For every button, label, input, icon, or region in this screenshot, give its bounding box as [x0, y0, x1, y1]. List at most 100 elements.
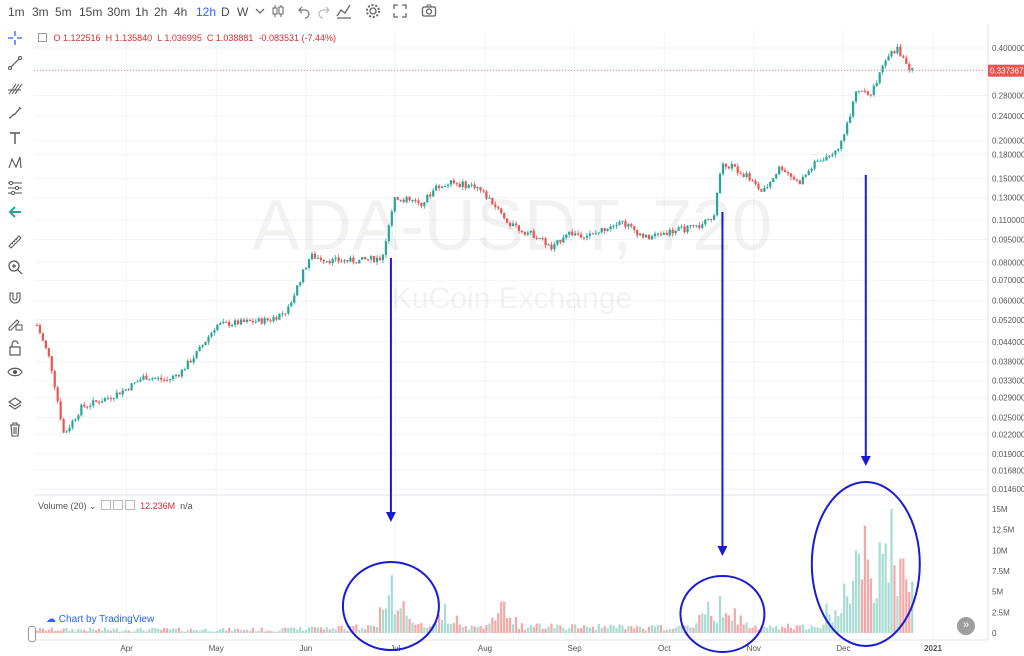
volume-bar	[571, 624, 574, 633]
candle-body	[464, 181, 467, 189]
y-tick-label: 0.070000	[992, 276, 1024, 285]
volume-bar	[420, 622, 423, 633]
lock-icon[interactable]	[7, 340, 23, 356]
volume-bar	[630, 626, 633, 633]
volume-bar	[757, 629, 760, 633]
timeframe-15m[interactable]: 15m	[79, 5, 103, 19]
tradingview-link[interactable]: ☁ Chart by TradingView	[46, 614, 154, 625]
volume-bar	[627, 626, 630, 633]
volume-bar	[157, 628, 160, 633]
volume-bar	[343, 629, 346, 633]
volume-bar	[195, 630, 198, 633]
eye-icon[interactable]	[101, 500, 112, 510]
timeframe-12h[interactable]: 12h	[196, 5, 217, 19]
volume-bar	[210, 631, 213, 633]
pitchfork-icon[interactable]	[7, 80, 23, 96]
y-tick-label: 0.280000	[992, 92, 1024, 101]
watermark-exchange: KuCoin Exchange	[392, 282, 632, 315]
candle-body	[860, 90, 864, 92]
volume-bar	[881, 554, 884, 633]
y-tick-label: 0.180000	[992, 150, 1024, 159]
volume-bar	[816, 627, 819, 633]
candle-body	[902, 56, 905, 59]
pattern-icon[interactable]	[7, 155, 23, 171]
timeframe-d[interactable]: D	[221, 5, 230, 19]
volume-bar	[559, 625, 562, 633]
text-icon[interactable]	[7, 130, 23, 146]
camera-icon[interactable]	[421, 3, 437, 19]
trend-line-icon[interactable]	[7, 55, 23, 71]
brush-icon[interactable]	[7, 105, 23, 121]
zoom-icon[interactable]	[7, 259, 23, 275]
crosshair-icon[interactable]	[7, 30, 23, 46]
volume-bar	[38, 628, 42, 633]
fullscreen-icon[interactable]	[392, 3, 408, 19]
candle-body	[642, 233, 645, 238]
timeframe-w[interactable]: W	[237, 5, 249, 19]
collapse-icon[interactable]	[38, 33, 47, 42]
volume-bar	[754, 625, 757, 633]
timeframe-30m[interactable]: 30m	[107, 5, 131, 19]
candles-icon[interactable]	[270, 3, 286, 19]
indicator-icon[interactable]	[336, 3, 352, 19]
volume-bar	[174, 628, 178, 633]
volume-bar	[532, 627, 535, 633]
candle-body	[600, 228, 603, 233]
candle-body	[109, 398, 113, 400]
volume-bar	[121, 631, 124, 633]
volume-bar	[337, 626, 340, 633]
timeframe-5m[interactable]: 5m	[55, 5, 72, 19]
scroll-handle[interactable]	[28, 626, 36, 642]
candle-body	[352, 257, 355, 263]
settings-icon[interactable]	[113, 500, 124, 510]
annotation-arrowhead	[860, 456, 871, 466]
projection-icon[interactable]	[7, 180, 23, 196]
chevron-down-icon[interactable]	[252, 3, 268, 19]
candle-body	[866, 91, 869, 95]
candle-body	[429, 194, 432, 197]
scroll-to-realtime-button[interactable]: »	[957, 617, 975, 635]
volume-bar	[127, 630, 130, 633]
redo-icon[interactable]	[316, 3, 332, 19]
magnet-icon[interactable]	[7, 290, 23, 306]
volume-value: 12.236M	[140, 501, 176, 511]
volume-bar	[585, 626, 589, 633]
volume-bar	[106, 629, 110, 633]
eye-icon[interactable]	[7, 364, 23, 380]
volume-bar	[281, 628, 284, 633]
volume-bar	[890, 509, 893, 633]
candle-body	[532, 230, 535, 238]
layers-icon[interactable]	[7, 396, 23, 412]
volume-bar	[284, 627, 287, 633]
candle-body	[707, 218, 710, 220]
candle-body	[500, 208, 503, 214]
volume-bar	[751, 627, 754, 633]
candle-body	[80, 404, 83, 416]
candle-body	[899, 46, 902, 57]
candle-body	[263, 318, 266, 324]
timeframe-1m[interactable]: 1m	[8, 5, 25, 19]
timeframe-1h[interactable]: 1h	[135, 5, 149, 19]
back-arrow-icon[interactable]	[7, 204, 23, 220]
volume-bar	[795, 625, 798, 633]
volume-bar	[207, 631, 210, 633]
ruler-icon[interactable]	[7, 234, 23, 250]
volume-bar	[103, 627, 107, 633]
volume-bar	[763, 626, 766, 633]
volume-bar	[408, 618, 411, 633]
chevron-down-icon[interactable]: ⌄	[89, 501, 97, 511]
volume-bar	[449, 624, 453, 633]
candle-body	[517, 225, 521, 231]
volume-bar	[328, 629, 331, 633]
undo-icon[interactable]	[296, 3, 312, 19]
close-icon[interactable]	[125, 500, 136, 510]
timeframe-3m[interactable]: 3m	[32, 5, 49, 19]
candle-body	[470, 184, 473, 186]
lock-drawing-icon[interactable]	[7, 315, 23, 331]
candle-body	[440, 186, 444, 188]
timeframe-4h[interactable]: 4h	[174, 5, 188, 19]
timeframe-2h[interactable]: 2h	[154, 5, 168, 19]
settings-icon[interactable]	[365, 3, 381, 19]
trash-icon[interactable]	[7, 421, 23, 437]
